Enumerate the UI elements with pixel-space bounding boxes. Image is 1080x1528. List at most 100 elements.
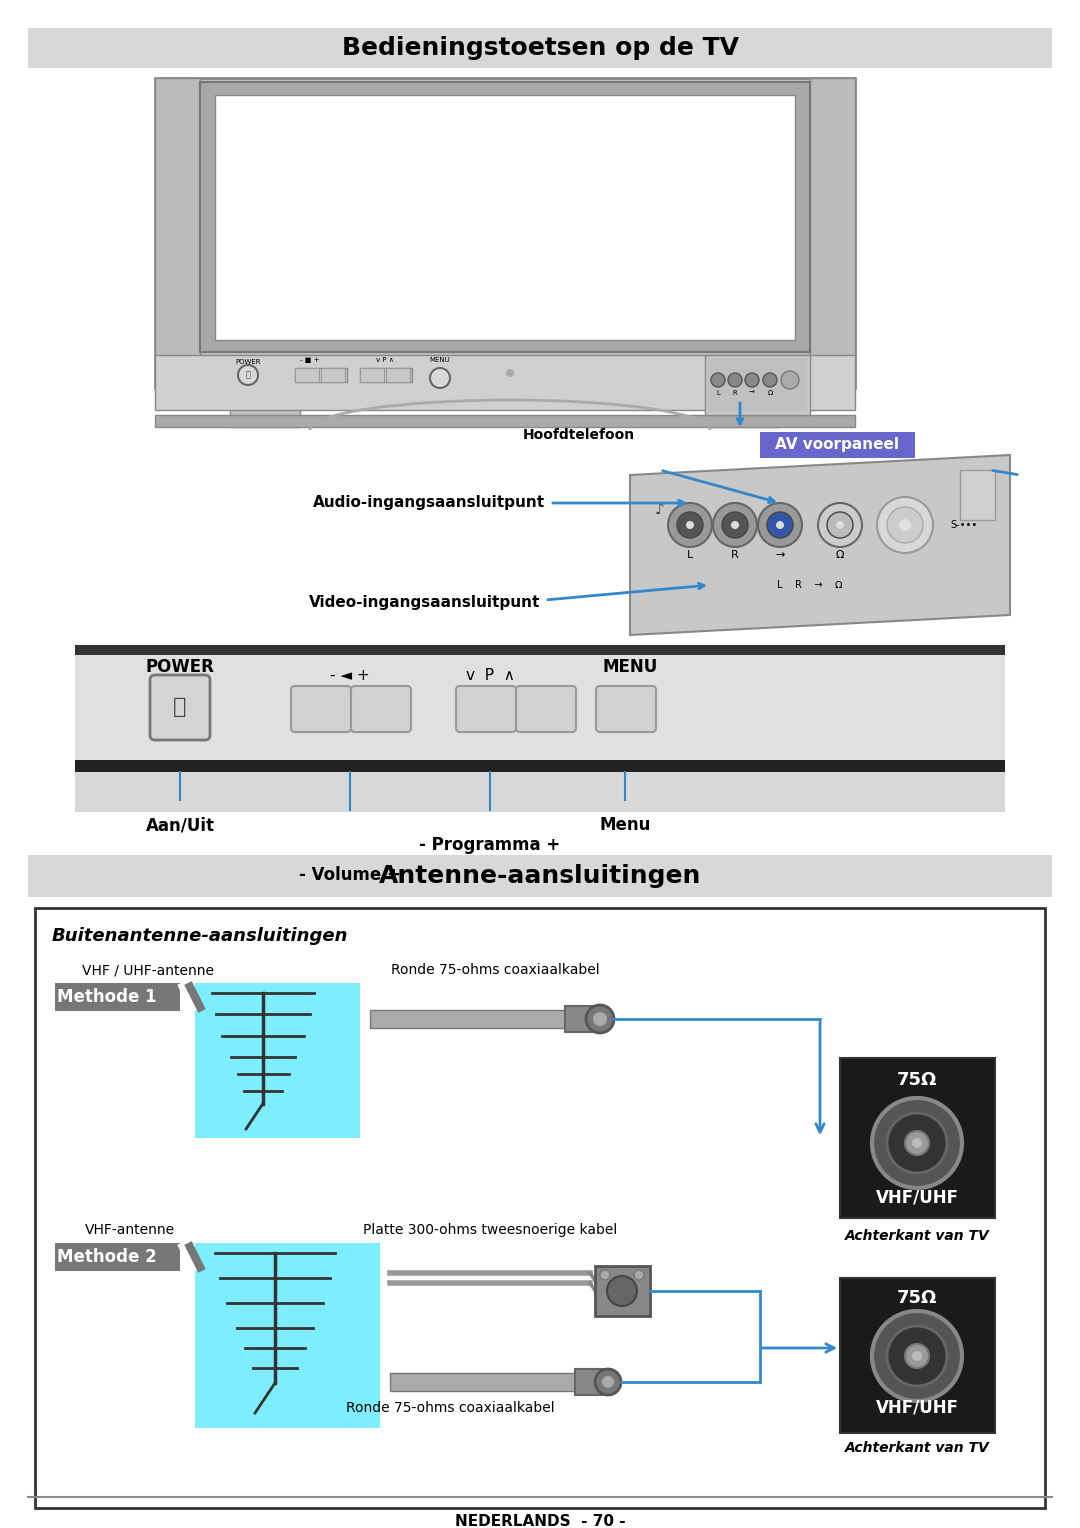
Text: AV voorpaneel: AV voorpaneel [775, 437, 899, 452]
Text: Antenne-aansluitingen: Antenne-aansluitingen [379, 863, 701, 888]
Text: Bedieningstoetsen op de TV: Bedieningstoetsen op de TV [341, 37, 739, 60]
Circle shape [677, 512, 703, 538]
Text: L: L [716, 390, 720, 396]
Circle shape [872, 1099, 962, 1187]
Circle shape [686, 521, 694, 529]
Bar [708, 358, 807, 413]
Circle shape [669, 503, 712, 547]
Circle shape [758, 503, 802, 547]
Bar [28, 856, 1052, 897]
Text: Audio-ingangsaansluitpunt: Audio-ingangsaansluitpunt [313, 495, 545, 510]
Text: Ω: Ω [836, 550, 845, 559]
Bar [215, 95, 795, 341]
Bar [705, 354, 810, 416]
Text: 75Ω: 75Ω [896, 1290, 937, 1306]
Text: Platte 300-ohms tweesnoerige kabel: Platte 300-ohms tweesnoerige kabel [363, 1222, 617, 1238]
Circle shape [593, 1012, 607, 1025]
Text: 75Ω: 75Ω [896, 1071, 937, 1089]
Circle shape [767, 512, 793, 538]
Bar [156, 354, 855, 410]
Bar [55, 983, 180, 1012]
Bar [710, 405, 780, 426]
Circle shape [595, 1369, 621, 1395]
Text: NEDERLANDS  - 70 -: NEDERLANDS - 70 - [455, 1514, 625, 1528]
FancyBboxPatch shape [516, 686, 576, 732]
Circle shape [905, 1345, 929, 1368]
Text: S-•••: S-••• [950, 520, 977, 530]
Bar [595, 1267, 650, 1316]
Bar [295, 368, 347, 382]
Text: Achterkant van TV: Achterkant van TV [845, 1441, 989, 1455]
Bar [840, 1057, 995, 1218]
Circle shape [728, 373, 742, 387]
Text: Methode 2: Methode 2 [57, 1248, 157, 1267]
Text: Ronde 75-ohms coaxiaalkabel: Ronde 75-ohms coaxiaalkabel [346, 1401, 554, 1415]
Circle shape [731, 521, 739, 529]
Text: - ■ +: - ■ + [300, 358, 320, 364]
Text: VHF/UHF: VHF/UHF [876, 1189, 959, 1207]
Bar [565, 1005, 595, 1031]
Bar [75, 759, 1005, 772]
Circle shape [238, 365, 258, 385]
Bar [156, 78, 855, 388]
Circle shape [745, 373, 759, 387]
Text: Achterkant van TV: Achterkant van TV [845, 1229, 989, 1242]
Text: POWER: POWER [235, 359, 260, 365]
Bar [840, 1277, 995, 1433]
Text: Aan/Uit: Aan/Uit [146, 816, 215, 834]
Bar [295, 691, 405, 727]
Bar [386, 368, 410, 382]
Text: R: R [731, 550, 739, 559]
Text: VHF / UHF-antenne: VHF / UHF-antenne [82, 963, 214, 976]
Text: POWER: POWER [146, 659, 215, 675]
Circle shape [602, 1377, 615, 1387]
Bar [200, 83, 810, 351]
Text: v P ∧: v P ∧ [376, 358, 394, 364]
Circle shape [586, 1005, 615, 1033]
Circle shape [887, 1326, 947, 1386]
Circle shape [887, 1112, 947, 1174]
Text: ♪: ♪ [656, 503, 665, 518]
Text: Methode 1: Methode 1 [57, 989, 157, 1005]
Bar [75, 772, 1005, 811]
Text: Ronde 75-ohms coaxiaalkabel: Ronde 75-ohms coaxiaalkabel [391, 963, 599, 976]
FancyBboxPatch shape [596, 686, 656, 732]
Text: VHF-antenne: VHF-antenne [85, 1222, 175, 1238]
Circle shape [827, 512, 853, 538]
Circle shape [711, 373, 725, 387]
FancyBboxPatch shape [456, 686, 516, 732]
Bar [156, 680, 205, 735]
Bar [75, 645, 1005, 656]
Bar [35, 908, 1045, 1508]
Bar [195, 1242, 380, 1429]
Bar [360, 368, 411, 382]
Bar [960, 471, 995, 520]
Text: Video-ingangsaansluitpunt: Video-ingangsaansluitpunt [309, 596, 540, 611]
Text: Hoofdtelefoon: Hoofdtelefoon [523, 428, 635, 442]
Bar [321, 368, 345, 382]
Text: →: → [775, 550, 785, 559]
Polygon shape [630, 455, 1010, 636]
FancyBboxPatch shape [291, 686, 351, 732]
Circle shape [762, 373, 777, 387]
Bar [156, 78, 200, 358]
Circle shape [430, 368, 450, 388]
Bar [28, 28, 1052, 69]
Bar [55, 1242, 180, 1271]
Bar [295, 368, 319, 382]
Circle shape [607, 1276, 637, 1306]
Circle shape [723, 512, 748, 538]
Text: Buitenantenne-aansluitingen: Buitenantenne-aansluitingen [52, 927, 348, 944]
Bar [230, 405, 300, 426]
Circle shape [600, 1270, 610, 1280]
Text: L: L [687, 550, 693, 559]
Text: - ◄ +: - ◄ + [330, 668, 369, 683]
Text: ⏼: ⏼ [173, 697, 187, 717]
Circle shape [905, 1131, 929, 1155]
FancyBboxPatch shape [351, 686, 411, 732]
Circle shape [899, 520, 912, 532]
Text: Ω: Ω [767, 390, 772, 396]
Circle shape [912, 1351, 922, 1361]
Text: MENU: MENU [603, 659, 658, 675]
Circle shape [781, 371, 799, 390]
